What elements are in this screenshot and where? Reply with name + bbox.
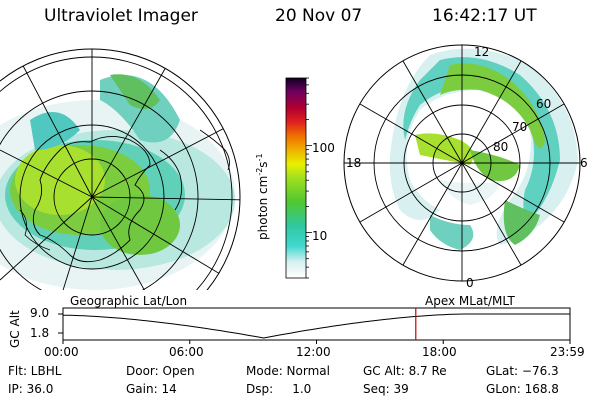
- time-label: 16:42:17 UT: [432, 6, 537, 26]
- apex-caption: Apex MLat/MLT: [425, 294, 515, 308]
- x-tick-2359: 23:59: [550, 345, 585, 359]
- mlt-label-18: 18: [346, 156, 362, 170]
- mode-info: Mode: Normal: [246, 364, 330, 378]
- colorbar-tick-100: 100: [312, 141, 335, 155]
- x-tick-0600: 06:00: [169, 345, 204, 359]
- seq-info: Seq: 39: [363, 382, 409, 396]
- mlt-label-12: 12: [474, 45, 490, 59]
- gc-alt-info: GC Alt: 8.7 Re: [363, 364, 447, 378]
- mlt-label-6: 6: [580, 156, 588, 170]
- colorbar-tick-10: 10: [312, 229, 328, 243]
- y-tick-9: 9.0: [30, 306, 50, 320]
- colorbar-ticks: [306, 77, 312, 279]
- x-tick-1200: 12:00: [296, 345, 331, 359]
- x-tick-1800: 18:00: [422, 345, 457, 359]
- glon-info: GLon: 168.8: [486, 382, 559, 396]
- mlt-label-0: 0: [466, 276, 474, 290]
- lat-label-60: 60: [536, 97, 552, 111]
- gc-alt-axis-label: GC Alt: [8, 310, 22, 348]
- lat-label-80: 80: [493, 140, 509, 154]
- ip-info: IP: 36.0: [8, 382, 54, 396]
- geographic-projection: [0, 48, 241, 290]
- lat-label-70: 70: [512, 120, 528, 134]
- instrument-title: Ultraviolet Imager: [44, 6, 198, 26]
- y-tick-1-8: 1.8: [30, 326, 50, 340]
- glat-info: GLat: −76.3: [486, 364, 559, 378]
- date-label: 20 Nov 07: [275, 6, 363, 26]
- door-info: Door: Open: [126, 364, 195, 378]
- gain-info: Gain: 14: [126, 382, 177, 396]
- colorbar-unit-label: photon cm-2s-1: [255, 153, 270, 240]
- polar-projection: [343, 44, 581, 282]
- geographic-caption: Geographic Lat/Lon: [70, 294, 188, 308]
- colorbar: [285, 77, 307, 279]
- x-tick-0000: 00:00: [44, 345, 79, 359]
- filter-info: Flt: LBHL: [8, 364, 62, 378]
- dsp-info: Dsp: 1.0: [246, 382, 312, 396]
- altitude-timeline: [58, 307, 571, 344]
